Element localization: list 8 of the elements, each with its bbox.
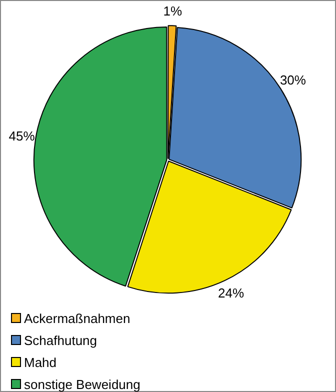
legend-label: Mahd bbox=[24, 354, 57, 370]
legend-label: Ackermaßnahmen bbox=[24, 310, 130, 326]
data-label: 45% bbox=[8, 128, 36, 144]
data-label: 1% bbox=[163, 4, 182, 19]
data-label: 24% bbox=[218, 285, 244, 300]
legend-label: sonstige Beweidung bbox=[24, 376, 140, 392]
data-label: 30% bbox=[280, 72, 306, 88]
legend-label: Schafhutung bbox=[24, 332, 98, 348]
